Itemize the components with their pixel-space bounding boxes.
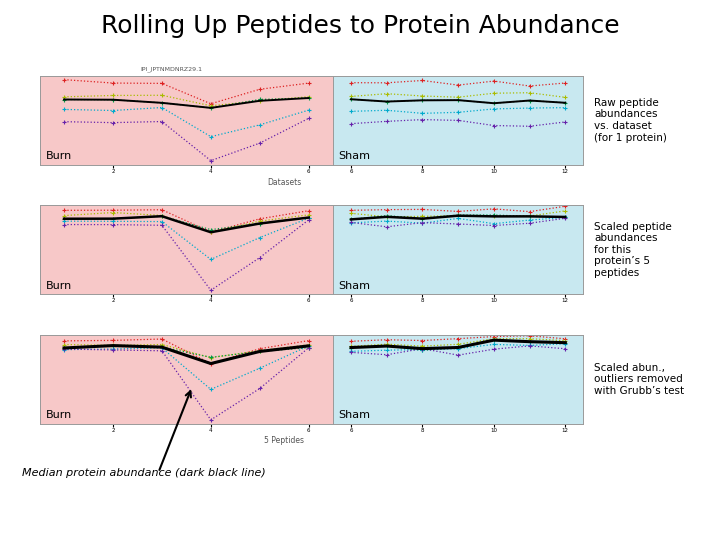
Text: Sham: Sham [338, 410, 370, 420]
Text: 5 Peptides: 5 Peptides [264, 436, 305, 445]
Text: Sham: Sham [338, 151, 370, 161]
Text: Sham: Sham [338, 281, 370, 291]
Text: Scaled peptide
abundances
for this
protein’s 5
peptides: Scaled peptide abundances for this prote… [594, 221, 672, 278]
Text: Median protein abundance (dark black line): Median protein abundance (dark black lin… [22, 468, 266, 477]
Text: Burn: Burn [45, 410, 72, 420]
Text: Rolling Up Peptides to Protein Abundance: Rolling Up Peptides to Protein Abundance [101, 14, 619, 37]
Text: Scaled abun.,
outliers removed
with Grubb’s test: Scaled abun., outliers removed with Grub… [594, 363, 684, 396]
Text: Datasets: Datasets [267, 178, 302, 187]
Text: Burn: Burn [45, 151, 72, 161]
Text: IPI_JPTNMDNRZ29.1: IPI_JPTNMDNRZ29.1 [140, 66, 203, 72]
Text: Burn: Burn [45, 281, 72, 291]
Text: Raw peptide
abundances
vs. dataset
(for 1 protein): Raw peptide abundances vs. dataset (for … [594, 98, 667, 143]
